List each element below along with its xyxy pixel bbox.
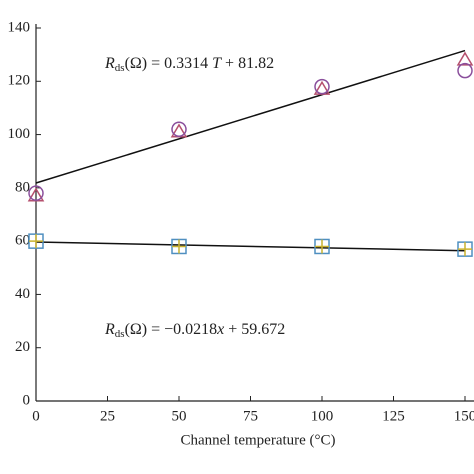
y-tick-label: 140 <box>8 19 31 35</box>
circle-marker <box>314 78 330 95</box>
x-tick-label: 0 <box>32 408 40 424</box>
circle-marker <box>457 62 473 79</box>
plus-marker <box>458 242 472 257</box>
equation-part: x <box>216 321 224 338</box>
equation-part: ds <box>115 62 125 74</box>
y-tick-label: 0 <box>23 392 31 408</box>
x-tick-label: 25 <box>100 408 115 424</box>
plus-marker <box>172 239 186 254</box>
equation-part: (Ω) = −0.0218 <box>125 321 218 338</box>
equation: Rds(Ω) = 0.3314 T + 81.82 <box>104 55 274 74</box>
y-tick-label: 60 <box>15 233 30 249</box>
circle-marker <box>28 185 44 201</box>
triangle-marker <box>456 51 474 66</box>
equation-part: R <box>104 321 115 338</box>
equation-part: R <box>104 55 115 72</box>
equation: Rds(Ω) = −0.0218x + 59.672 <box>104 321 285 340</box>
y-tick-label: 20 <box>15 339 30 355</box>
y-tick-label: 120 <box>8 73 31 89</box>
equation-part: ds <box>115 328 125 340</box>
circle-marker <box>171 121 187 137</box>
equation-part: + 81.82 <box>221 55 274 72</box>
x-axis-label: Channel temperature (°C) <box>180 432 335 448</box>
plus-marker <box>315 239 329 254</box>
x-tick-label: 125 <box>382 408 405 424</box>
x-tick-label: 150 <box>454 408 474 424</box>
y-tick-label: 80 <box>15 179 30 195</box>
x-tick-label: 50 <box>172 408 187 424</box>
equation-part: T <box>212 55 222 72</box>
fit-line <box>35 49 466 184</box>
equation-part: (Ω) = 0.3314 <box>125 55 213 72</box>
plus-marker <box>29 234 43 249</box>
x-tick-label: 100 <box>311 408 334 424</box>
equation-part: + 59.672 <box>224 321 285 338</box>
x-tick-label: 75 <box>243 408 258 424</box>
fit-line <box>35 241 466 252</box>
y-tick-label: 40 <box>15 286 30 302</box>
y-tick-label: 100 <box>8 126 31 142</box>
